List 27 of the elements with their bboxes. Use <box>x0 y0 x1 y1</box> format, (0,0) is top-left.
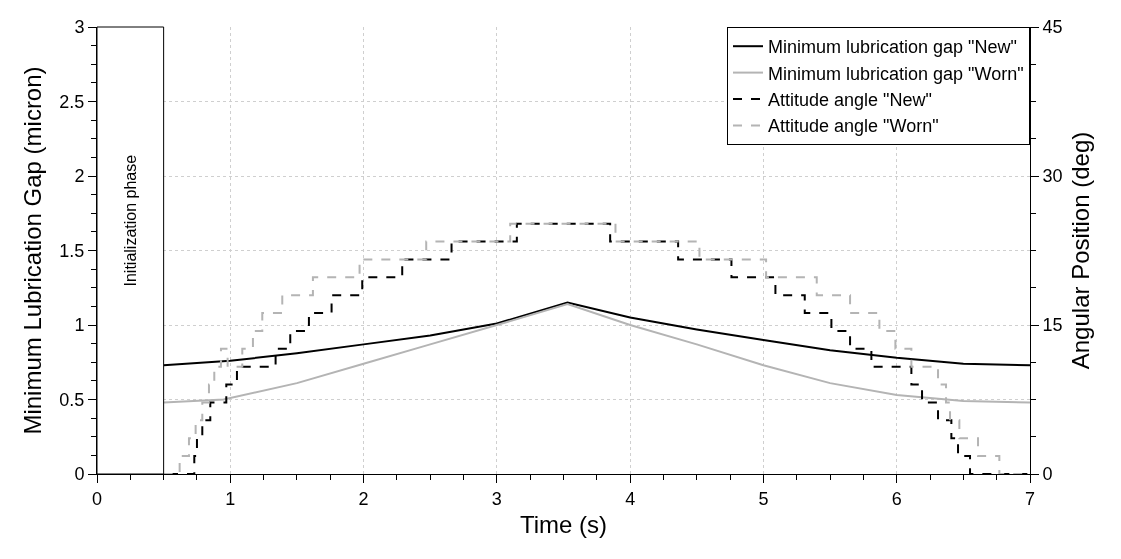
y-tick-label: 1.5 <box>59 240 85 261</box>
x-tick-label: 1 <box>225 488 236 509</box>
x-tick-label: 3 <box>491 488 502 509</box>
y2-tick-label: 15 <box>1042 315 1063 336</box>
x-tick-label: 5 <box>758 488 769 509</box>
legend-label: Minimum lubrication gap "New" <box>768 37 1017 58</box>
x-axis-title: Time (s) <box>519 510 608 538</box>
legend-label: Minimum lubrication gap "Worn" <box>768 63 1024 84</box>
y-tick-label: 2.5 <box>59 91 85 112</box>
legend-label: Attitude angle "New" <box>768 90 932 111</box>
x-tick-label: 4 <box>625 488 636 509</box>
y2-axis-title: Angular Position (deg) <box>1066 131 1094 370</box>
y-tick-label: 2 <box>74 166 85 187</box>
y-tick-label: 0 <box>74 464 85 485</box>
y2-tick-label: 30 <box>1042 166 1063 187</box>
y-tick-label: 0.5 <box>59 389 85 410</box>
y2-tick-label: 0 <box>1042 464 1053 485</box>
x-tick-label: 2 <box>358 488 369 509</box>
y-tick-label: 3 <box>74 17 85 38</box>
x-tick-label: 0 <box>91 488 103 509</box>
legend-label: Attitude angle "Worn" <box>768 116 939 137</box>
x-tick-label: 6 <box>891 488 902 509</box>
band-label: Initialization phase <box>122 154 140 287</box>
y2-tick-label: 45 <box>1042 17 1063 38</box>
y-axis-title: Minimum Lubrication Gap (micron) <box>19 66 47 435</box>
x-tick-label: 7 <box>1024 488 1036 509</box>
y-tick-label: 1 <box>74 315 85 336</box>
